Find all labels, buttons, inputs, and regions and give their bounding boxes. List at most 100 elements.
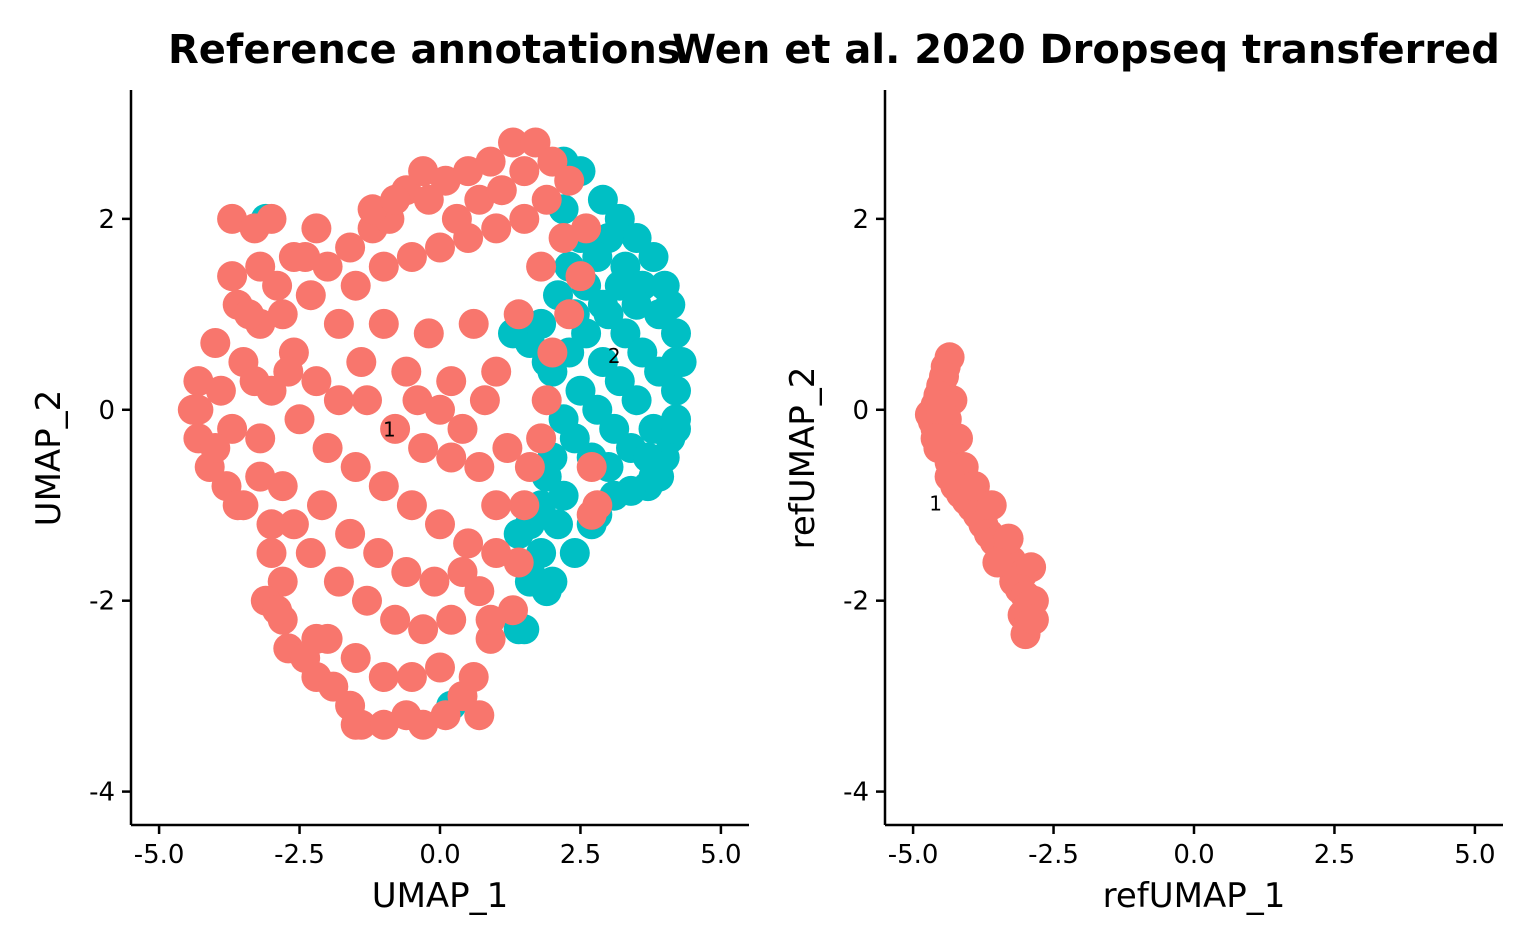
point-cluster-1 <box>481 213 512 244</box>
point-cluster-1 <box>368 662 399 692</box>
point-cluster-1 <box>278 509 309 540</box>
point-cluster-1 <box>425 232 455 263</box>
panel-wen-2020-dropseq: 1 -5.0 -2.5 0.0 2.5 5.0 -4 -2 0 2 Wen et al. 20… <box>672 27 1503 916</box>
cluster-label: 2 <box>608 344 621 368</box>
point-cluster-1 <box>926 394 957 425</box>
y-tick-label: -2 <box>89 587 115 617</box>
point-cluster-1 <box>934 461 965 492</box>
y-tick-label: 2 <box>98 205 115 235</box>
point-cluster-1 <box>183 394 214 425</box>
point-cluster-1 <box>340 709 371 740</box>
point-cluster-1 <box>464 700 495 731</box>
point-cluster-1 <box>408 433 439 463</box>
point-cluster-1 <box>1018 604 1049 635</box>
point-cluster-1 <box>425 652 455 683</box>
point-cluster-1 <box>582 490 613 521</box>
x-axis-label: refUMAP_1 <box>1103 876 1286 916</box>
point-cluster-1 <box>396 242 427 272</box>
point-cluster-1 <box>464 184 495 215</box>
point-cluster-1 <box>380 604 411 635</box>
point-cluster-1 <box>447 413 478 444</box>
point-cluster-1 <box>920 423 951 454</box>
y-tick-label: 0 <box>98 396 115 426</box>
y-tick-label: -4 <box>843 778 869 808</box>
cluster-label: 1 <box>383 417 396 441</box>
point-cluster-1 <box>425 509 455 540</box>
point-cluster-1 <box>993 523 1024 554</box>
point-cluster-2 <box>526 538 557 568</box>
y-ticks: -4 -2 0 2 <box>843 205 885 808</box>
point-cluster-2 <box>559 538 590 568</box>
point-cluster-1 <box>301 623 332 654</box>
point-cluster-1 <box>408 614 439 645</box>
point-cluster-1 <box>380 184 411 215</box>
point-cluster-1 <box>481 538 512 568</box>
point-cluster-1 <box>368 308 399 339</box>
point-cluster-1 <box>475 146 506 177</box>
point-cluster-1 <box>413 184 444 215</box>
point-cluster-1 <box>368 251 399 282</box>
panel-reference-annotations: 12 -5.0 -2.5 0.0 2.5 5.0 -4-202 Reference an… <box>29 27 749 916</box>
point-cluster-1 <box>391 356 422 387</box>
point-cluster-1 <box>262 270 293 301</box>
point-cluster-1 <box>554 165 585 196</box>
point-cluster-1 <box>419 566 450 597</box>
point-cluster-1 <box>391 557 422 587</box>
x-tick-label: 5.0 <box>1454 840 1495 870</box>
x-tick-label: 2.5 <box>560 840 601 870</box>
point-cluster-1 <box>554 299 585 330</box>
point-cluster-2 <box>621 385 652 416</box>
point-cluster-1 <box>526 423 557 454</box>
cluster-labels: 1 <box>929 492 942 516</box>
point-cluster-1 <box>267 299 298 330</box>
point-cluster-1 <box>312 251 343 282</box>
x-tick-label: 2.5 <box>1314 840 1355 870</box>
x-tick-label: -2.5 <box>274 840 325 870</box>
x-tick-label: -5.0 <box>134 840 185 870</box>
panel-title: Wen et al. 2020 Dropseq transferred <box>672 27 1500 73</box>
point-cluster-1 <box>436 366 467 397</box>
point-cluster-1 <box>335 518 366 549</box>
x-ticks: -5.0 -2.5 0.0 2.5 5.0 <box>134 825 742 870</box>
point-cluster-1 <box>943 423 973 454</box>
point-cluster-1 <box>222 490 253 521</box>
point-cluster-1 <box>514 452 545 482</box>
point-cluster-2 <box>548 480 579 511</box>
point-cluster-1 <box>531 385 562 416</box>
point-cluster-1 <box>205 375 236 406</box>
point-cluster-1 <box>380 413 411 444</box>
point-cluster-1 <box>301 366 332 397</box>
point-cluster-1 <box>363 538 394 568</box>
point-cluster-1 <box>458 308 489 339</box>
point-cluster-1 <box>503 299 534 330</box>
point-cluster-1 <box>441 203 472 234</box>
point-cluster-1 <box>312 433 343 463</box>
point-cluster-1 <box>565 261 596 292</box>
point-cluster-1 <box>183 366 214 397</box>
point-cluster-1 <box>234 299 264 330</box>
y-tick-label: -4 <box>89 778 115 808</box>
point-cluster-1 <box>481 356 512 387</box>
x-tick-label: 0.0 <box>419 840 460 870</box>
point-cluster-1 <box>509 490 540 521</box>
cluster-labels: 12 <box>383 344 621 442</box>
point-cluster-1 <box>245 461 276 492</box>
point-cluster-1 <box>295 280 326 311</box>
point-cluster-1 <box>509 156 540 187</box>
point-cluster-1 <box>453 156 484 187</box>
point-cluster-1 <box>256 509 287 540</box>
point-cluster-1 <box>352 585 382 616</box>
point-cluster-1 <box>436 442 467 473</box>
point-cluster-2 <box>621 289 652 320</box>
y-axis-label: UMAP_2 <box>29 390 69 527</box>
point-cluster-1 <box>531 184 562 215</box>
point-cluster-1 <box>982 547 1013 578</box>
y-tick-label: 2 <box>852 205 869 235</box>
y-ticks: -4 -2 0 2 <box>89 205 131 808</box>
x-tick-label: 0.0 <box>1173 840 1214 870</box>
point-cluster-1 <box>408 709 439 740</box>
point-cluster-1 <box>453 528 484 559</box>
point-cluster-1 <box>256 538 287 568</box>
point-cluster-1 <box>200 433 231 463</box>
point-cluster-2 <box>638 461 669 492</box>
